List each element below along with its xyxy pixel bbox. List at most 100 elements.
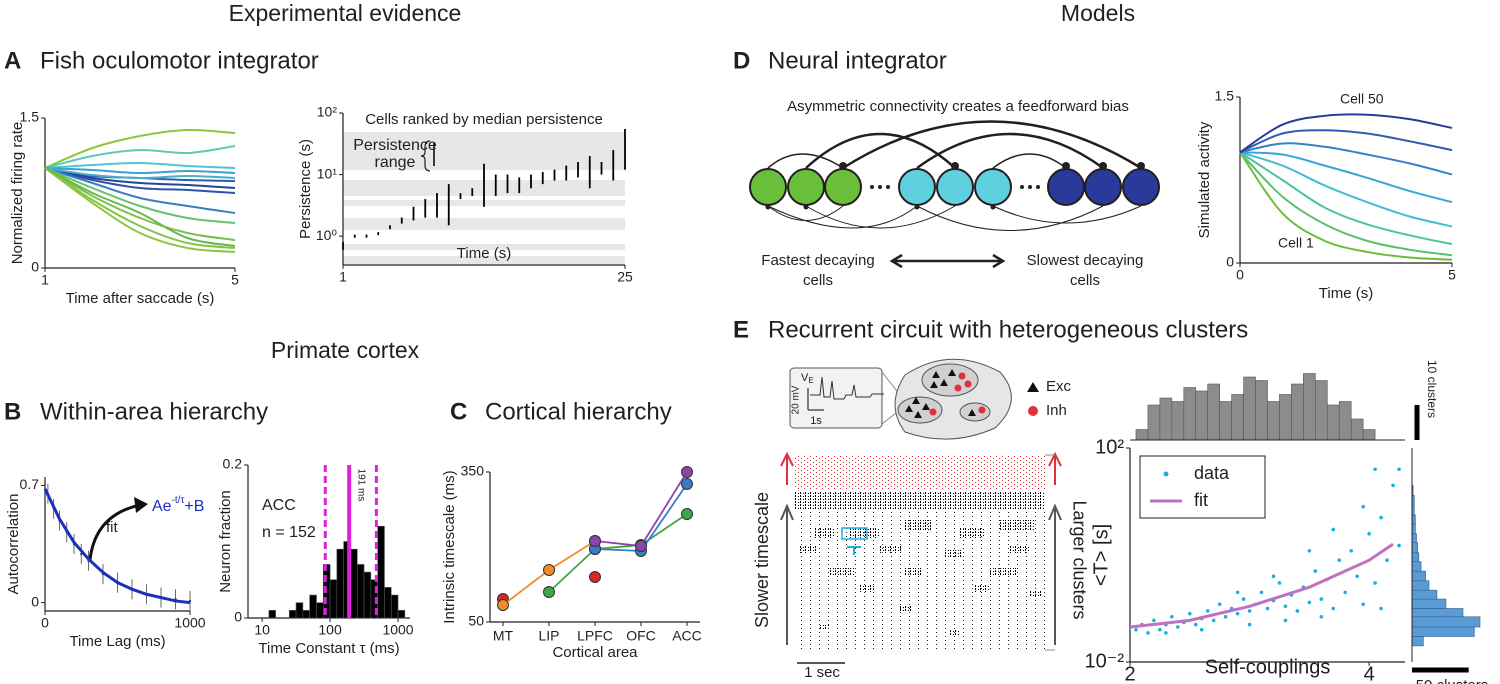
arrowhead: [134, 497, 148, 513]
point: [1223, 614, 1228, 619]
shape: [820, 625, 830, 630]
point: [1295, 609, 1300, 613]
formula-part: +B: [184, 498, 204, 515]
point: [1337, 558, 1342, 562]
shape: [1047, 168, 1085, 206]
shape: [842, 120, 1142, 170]
legend-label: fit: [1194, 490, 1208, 510]
chart: 0 0.2 10 100 1000 Time Constant τ (ms) Neuron …: [217, 456, 414, 657]
line: [43, 488, 191, 605]
point: [1319, 614, 1324, 619]
fit-label: fit: [106, 519, 119, 536]
shape: [978, 406, 986, 414]
bar: [1171, 401, 1185, 441]
shape: [795, 492, 1045, 509]
axis-label: Larger clusters: [1069, 500, 1089, 619]
x-tick-label: 0: [41, 615, 49, 631]
x-axis-label: Time Constant τ (ms): [258, 640, 399, 657]
diagram-label: Slowest decaying: [1027, 252, 1144, 269]
panel-letter: B: [4, 398, 21, 425]
marker: [681, 466, 693, 478]
shape: [795, 455, 1045, 490]
panel-letter: E: [733, 316, 749, 343]
shape: [1048, 451, 1062, 485]
bar: [1147, 404, 1161, 441]
chart: 10⁻² 10² 2 4 Self-couplings <T> [s] data fit: [1085, 436, 1405, 684]
x-tick-label: 5: [231, 272, 239, 288]
panel-title: Cortical hierarchy: [485, 398, 672, 425]
shape: [992, 153, 1067, 169]
legend-box: [1139, 455, 1266, 519]
point: [1152, 618, 1156, 623]
formula-part: Ae: [152, 498, 172, 515]
network-diagram: [767, 120, 1142, 231]
line: [44, 167, 236, 253]
shape: [850, 528, 880, 538]
x-tick-label: MT: [493, 628, 514, 644]
point: [1361, 504, 1365, 509]
y-tick-label: 50: [468, 613, 484, 629]
bar: [295, 602, 304, 619]
point: [1259, 590, 1264, 595]
marker: [543, 564, 555, 576]
line: [44, 167, 236, 180]
bar: [390, 594, 399, 619]
shape: [1062, 162, 1070, 170]
scale-label: 20 mV: [791, 385, 802, 414]
y-tick-label: 10²: [1095, 436, 1124, 458]
annotation: n = 152: [262, 524, 316, 541]
voltage-trace: [810, 376, 884, 400]
shape: [1020, 185, 1024, 189]
y-axis-label: Normalized firing rate: [9, 122, 26, 265]
bar: [309, 594, 317, 619]
axis-label: Slower timescale: [752, 492, 772, 628]
shape: [839, 162, 847, 170]
x-axis-label: Self-couplings: [1205, 656, 1331, 678]
line: [44, 167, 236, 241]
shape: [343, 256, 625, 264]
scale-bar: [807, 388, 824, 411]
point: [1391, 483, 1395, 488]
shape: [974, 168, 1012, 206]
point: [1265, 606, 1270, 611]
x-tick-label: 5: [1448, 267, 1456, 283]
scale-label: 1s: [810, 415, 822, 427]
shape: [860, 585, 874, 592]
x-tick-label: 2: [1124, 663, 1135, 684]
point: [1367, 531, 1371, 536]
shape: [805, 205, 956, 229]
formula-part: -t/τ: [172, 495, 185, 506]
bar: [1411, 533, 1417, 543]
bar: [356, 564, 365, 619]
line: [44, 167, 236, 249]
line: [44, 167, 236, 214]
line: [1239, 142, 1453, 176]
point: [1349, 548, 1353, 553]
bar: [1411, 626, 1475, 637]
bar: [1411, 552, 1420, 562]
point: [1331, 527, 1336, 532]
bar: [336, 548, 344, 619]
shape: [780, 503, 794, 645]
shape: [795, 512, 1045, 650]
point: [1385, 558, 1389, 562]
shape: [960, 528, 985, 538]
x-tick-label: ACC: [672, 628, 702, 644]
shape: [847, 546, 861, 555]
inh-neurons: [929, 372, 986, 416]
shape: [1036, 185, 1040, 189]
y-axis-label: Intrinsic timescale (ms): [441, 470, 458, 623]
line: [44, 128, 236, 169]
x-tick-label: OFC: [626, 628, 656, 644]
annotation: Cell 50: [1340, 91, 1384, 107]
shape: [916, 132, 1104, 170]
shape: [841, 527, 868, 540]
y-axis-label: Persistence (s): [297, 139, 314, 239]
bar: [329, 579, 338, 619]
chart: 50 clusters: [1411, 448, 1488, 684]
bar: [1411, 514, 1416, 525]
panel-title: Neural integrator: [768, 47, 947, 74]
shape: [964, 380, 972, 388]
line: [1239, 151, 1453, 257]
bar: [1267, 401, 1280, 441]
